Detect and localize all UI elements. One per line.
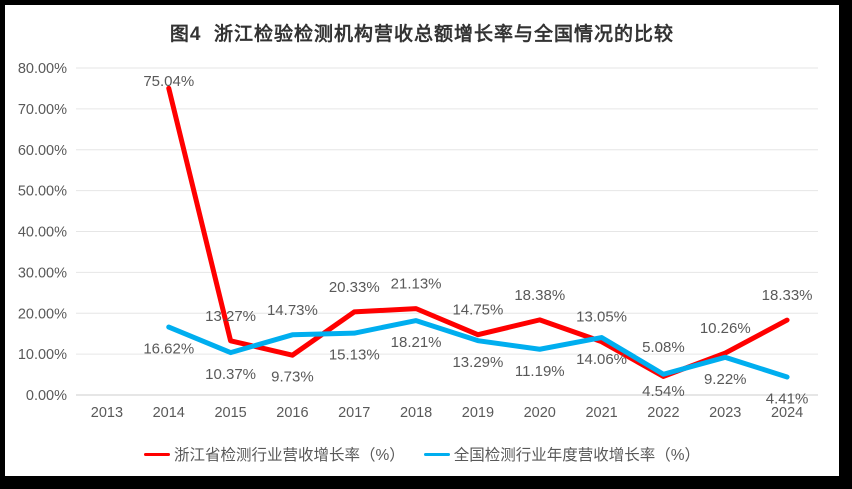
svg-text:18.38%: 18.38% xyxy=(514,287,565,304)
svg-text:2016: 2016 xyxy=(276,405,308,421)
svg-text:2019: 2019 xyxy=(462,405,494,421)
svg-text:50.00%: 50.00% xyxy=(18,184,67,200)
svg-text:2014: 2014 xyxy=(153,405,185,421)
svg-text:10.37%: 10.37% xyxy=(205,366,256,383)
svg-text:14.06%: 14.06% xyxy=(576,351,627,368)
svg-text:14.73%: 14.73% xyxy=(267,302,318,319)
svg-text:14.75%: 14.75% xyxy=(452,302,503,319)
svg-text:2020: 2020 xyxy=(524,405,556,421)
svg-text:2018: 2018 xyxy=(400,405,432,421)
svg-text:75.04%: 75.04% xyxy=(143,73,194,90)
svg-text:2023: 2023 xyxy=(709,405,741,421)
svg-text:11.19%: 11.19% xyxy=(515,363,565,380)
svg-text:9.73%: 9.73% xyxy=(271,369,314,386)
svg-text:2022: 2022 xyxy=(647,405,679,421)
svg-text:2015: 2015 xyxy=(214,405,246,421)
svg-text:10.00%: 10.00% xyxy=(18,347,67,363)
svg-text:4.41%: 4.41% xyxy=(766,390,809,407)
svg-text:20.00%: 20.00% xyxy=(18,306,67,322)
svg-text:4.54%: 4.54% xyxy=(642,383,685,400)
svg-text:16.62%: 16.62% xyxy=(143,341,194,358)
svg-text:18.33%: 18.33% xyxy=(762,287,813,304)
svg-text:0.00%: 0.00% xyxy=(26,388,67,404)
svg-text:40.00%: 40.00% xyxy=(18,225,67,241)
svg-text:21.13%: 21.13% xyxy=(391,276,442,293)
svg-text:30.00%: 30.00% xyxy=(18,265,67,281)
svg-text:5.08%: 5.08% xyxy=(642,339,685,356)
svg-text:13.27%: 13.27% xyxy=(205,308,256,325)
svg-text:18.21%: 18.21% xyxy=(391,334,442,351)
svg-text:2013: 2013 xyxy=(91,405,123,421)
svg-text:10.26%: 10.26% xyxy=(700,320,751,337)
svg-text:80.00%: 80.00% xyxy=(18,61,67,77)
svg-text:2017: 2017 xyxy=(338,405,370,421)
svg-text:13.05%: 13.05% xyxy=(576,309,627,326)
svg-text:15.13%: 15.13% xyxy=(329,347,380,364)
svg-text:13.29%: 13.29% xyxy=(452,354,503,371)
svg-text:2021: 2021 xyxy=(585,405,617,421)
svg-text:60.00%: 60.00% xyxy=(18,143,67,159)
svg-text:9.22%: 9.22% xyxy=(704,371,747,388)
svg-text:70.00%: 70.00% xyxy=(18,102,67,118)
svg-text:20.33%: 20.33% xyxy=(329,279,380,296)
